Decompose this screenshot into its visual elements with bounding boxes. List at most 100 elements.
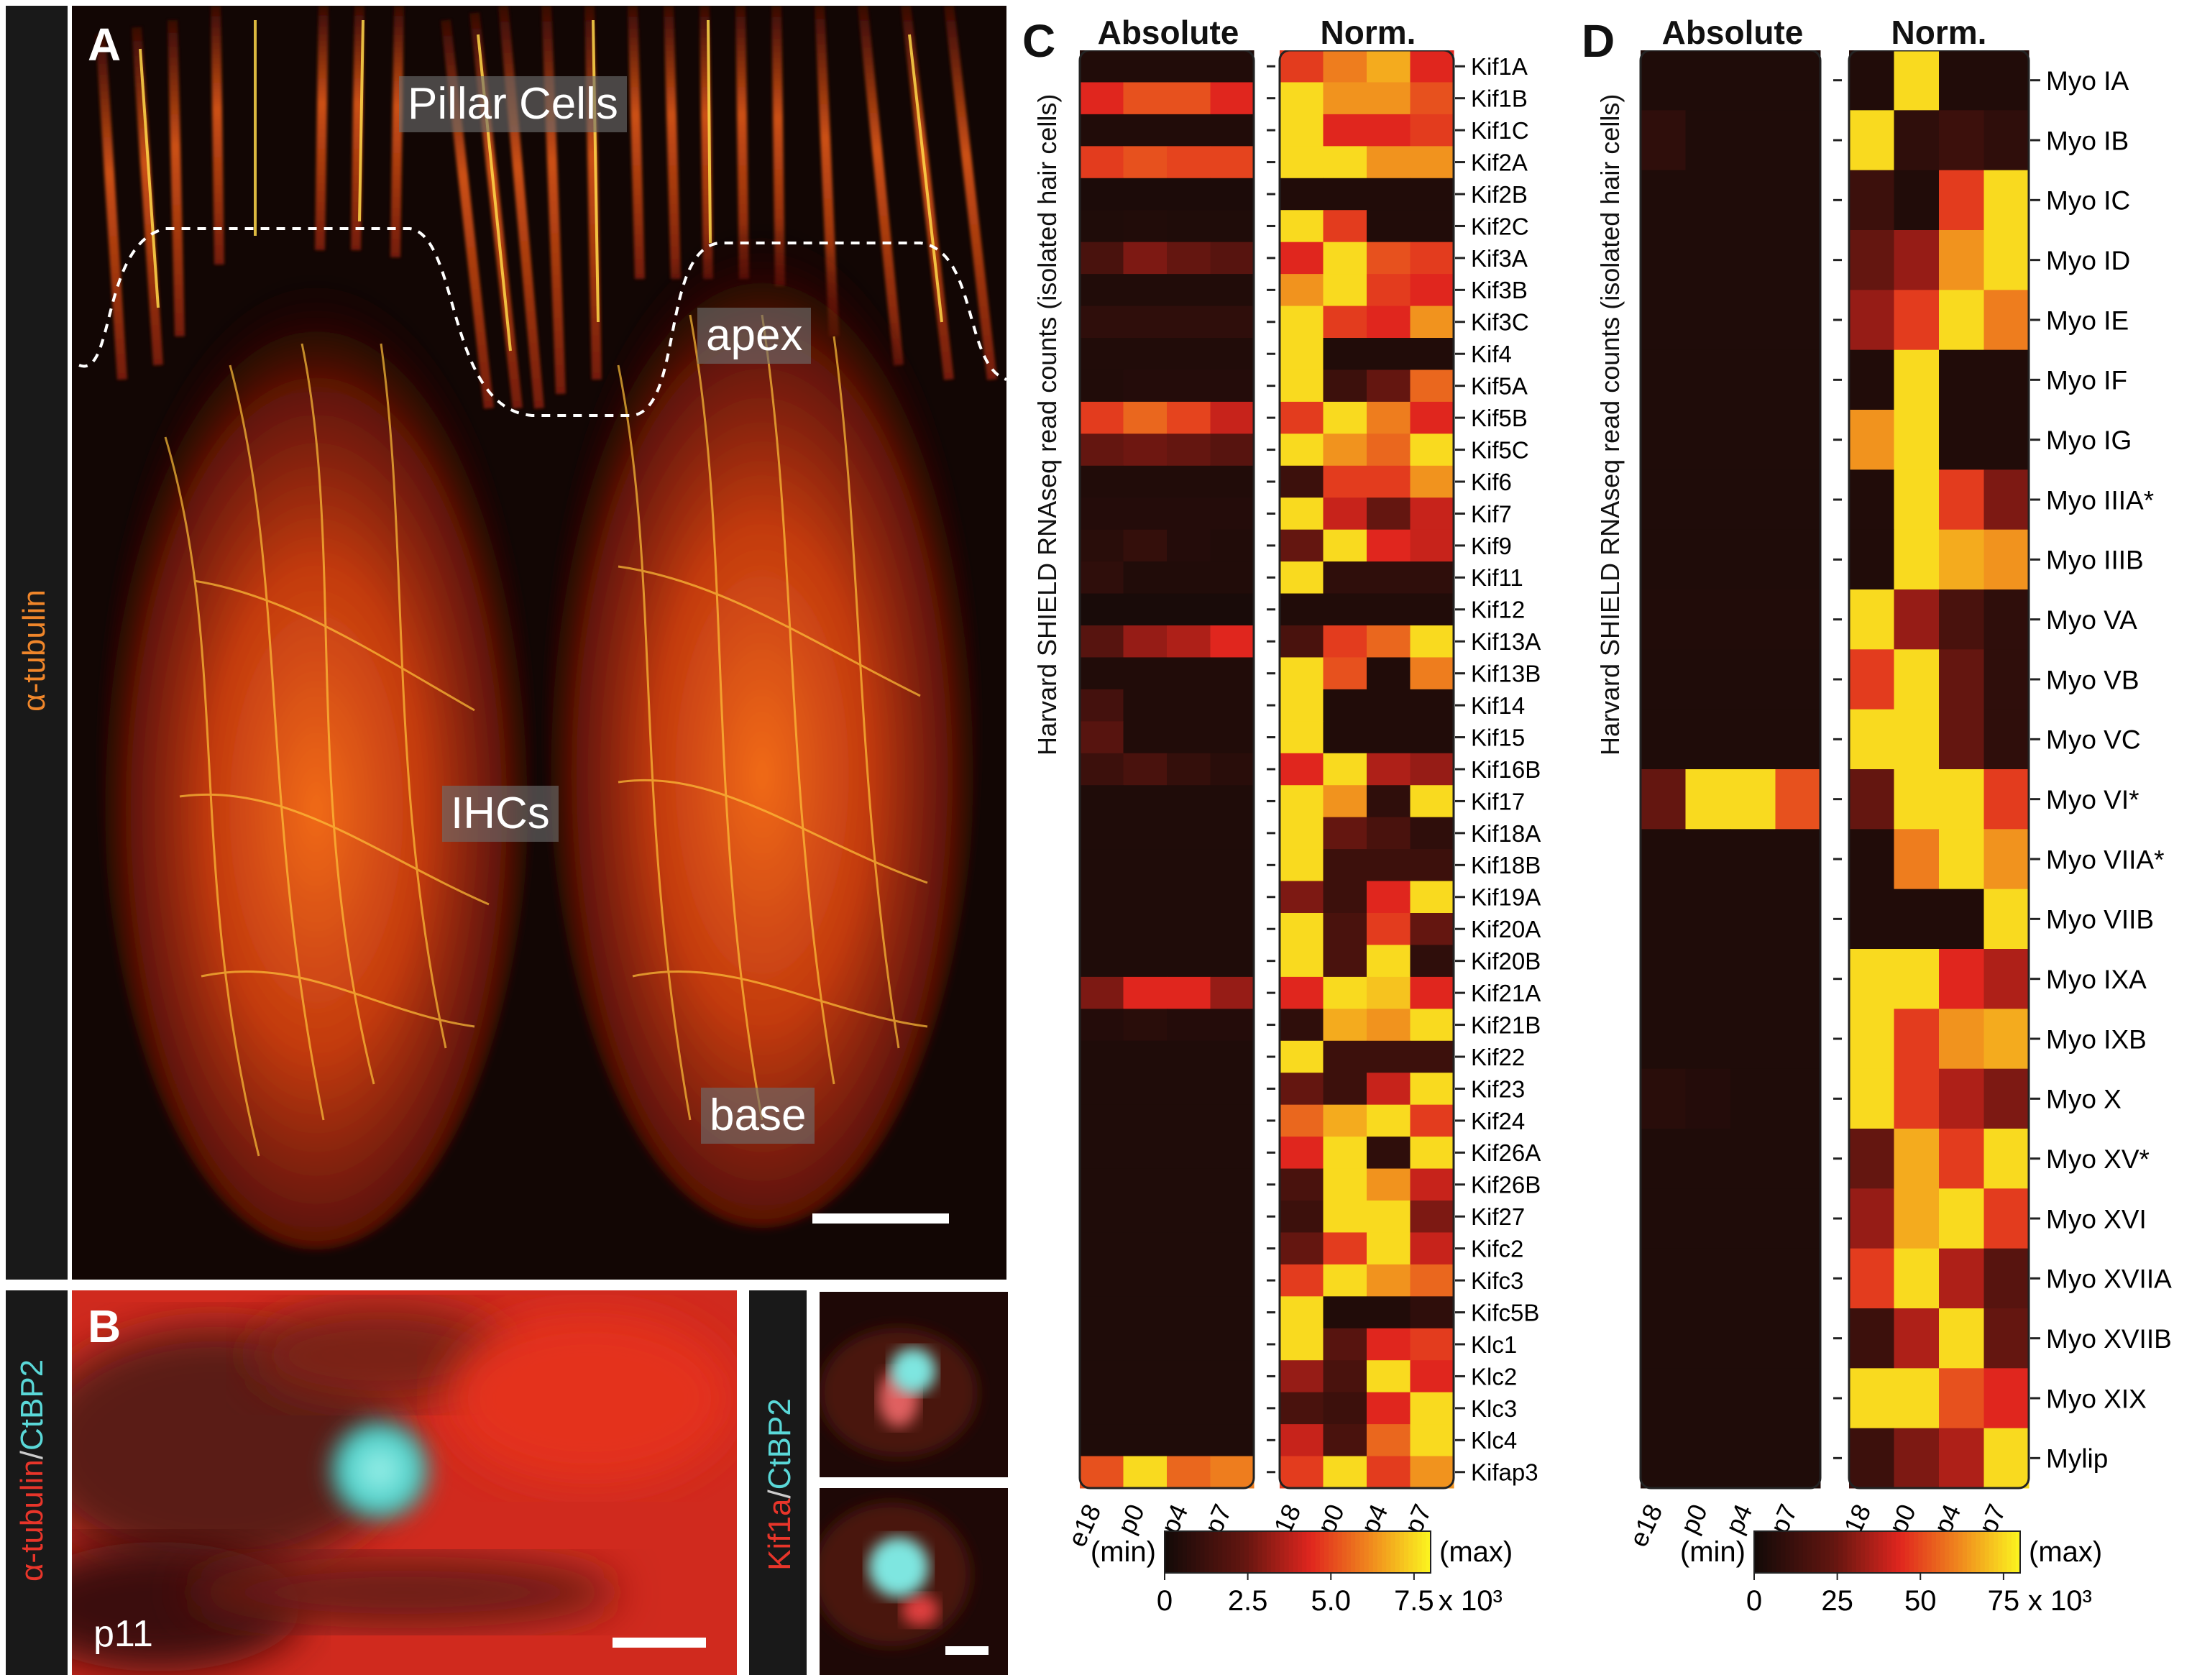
c-abs-cell	[1080, 689, 1124, 722]
d-norm-cell	[1983, 170, 2029, 231]
d-row-label: Myo X	[2046, 1085, 2122, 1114]
d-abs-cell	[1775, 1129, 1821, 1189]
d-abs-cell	[1730, 230, 1776, 290]
c-abs-cell	[1123, 338, 1168, 370]
c-colorbar-segment	[1372, 1531, 1378, 1573]
c-norm-cell	[1280, 114, 1324, 147]
c-norm-cell	[1323, 1040, 1367, 1073]
d-abs-cell	[1641, 1129, 1686, 1189]
d-colorbar-min: (min)	[1680, 1536, 1746, 1568]
d-abs-block	[1641, 50, 1821, 1489]
apex-outline	[78, 227, 1006, 417]
c-norm-cell	[1410, 50, 1454, 83]
c-norm-cell	[1323, 625, 1367, 658]
d-abs-cell	[1775, 230, 1821, 290]
c-colorbar-segment	[1390, 1531, 1396, 1573]
c-abs-cell	[1080, 114, 1124, 147]
d-norm-cell	[1983, 1308, 2029, 1369]
d-abs-cell	[1730, 649, 1776, 710]
c-row-label: Kif2A	[1471, 149, 1528, 175]
d-abs-cell	[1775, 1308, 1821, 1369]
c-row-label: Kif3C	[1471, 309, 1529, 336]
c-abs-cell	[1123, 1424, 1168, 1457]
c-colorbar-tick-label: 2.5	[1228, 1585, 1268, 1617]
c-abs-cell	[1210, 114, 1255, 147]
d-norm-cell	[1894, 1368, 1940, 1429]
d-abs-cell	[1775, 889, 1821, 950]
c-colorbar-segment	[1395, 1531, 1400, 1573]
c-colorbar-segment	[1311, 1531, 1316, 1573]
d-colorbar-segment	[1856, 1531, 1861, 1573]
d-colorbar-segment	[1802, 1531, 1808, 1573]
c-norm-cell	[1323, 689, 1367, 722]
d-abs-cell	[1641, 1188, 1686, 1249]
panel-letter-d: D	[1582, 15, 1615, 67]
d-norm-cell	[1894, 170, 1940, 231]
c-abs-cell	[1080, 945, 1124, 978]
d-abs-cell	[1641, 949, 1686, 1009]
c-norm-cell	[1280, 1137, 1324, 1170]
c-colorbar-segment	[1341, 1531, 1347, 1573]
d-norm-cell	[1983, 1368, 2029, 1429]
c-norm-cell	[1367, 1456, 1411, 1489]
d-colorbar-segment	[1776, 1531, 1781, 1573]
c-norm-cell	[1323, 1296, 1367, 1329]
c-abs-cell	[1080, 721, 1124, 754]
d-norm-cell	[1939, 1368, 1984, 1429]
d-norm-cell	[1939, 50, 1984, 111]
c-abs-cell	[1167, 242, 1211, 275]
d-norm-cell	[1983, 529, 2029, 590]
c-abs-cell	[1080, 1137, 1124, 1170]
c-norm-cell	[1410, 945, 1454, 978]
c-colorbar-segment	[1226, 1531, 1232, 1573]
d-colorbar-segment	[1962, 1531, 1968, 1573]
c-norm-cell	[1323, 433, 1367, 467]
panel-letter-b: B	[88, 1300, 121, 1352]
d-norm-cell	[1939, 1009, 1984, 1070]
c-norm-cell	[1410, 1168, 1454, 1201]
d-norm-cell	[1939, 110, 1984, 171]
d-abs-cell	[1685, 529, 1731, 590]
d-abs-cell	[1641, 410, 1686, 470]
c-row-label: Kif24	[1471, 1108, 1525, 1134]
c-abs-cell	[1167, 817, 1211, 850]
c-abs-cell	[1210, 1232, 1255, 1265]
scale-bar-a	[812, 1213, 949, 1224]
d-title-norm: Norm.	[1891, 14, 1987, 51]
d-abs-cell	[1730, 1368, 1776, 1429]
d-abs-cell	[1730, 110, 1776, 171]
panel-a-sidebar	[6, 6, 68, 1280]
d-abs-cell	[1685, 410, 1731, 470]
d-abs-cell	[1730, 410, 1776, 470]
c-norm-cell	[1367, 1009, 1411, 1042]
c-row-label: Kif14	[1471, 692, 1525, 719]
d-abs-cell	[1730, 1129, 1776, 1189]
d-colorbar-segment	[1900, 1531, 1906, 1573]
d-abs-cell	[1641, 769, 1686, 830]
c-norm-cell	[1367, 1232, 1411, 1265]
c-abs-cell	[1167, 785, 1211, 818]
d-abs-cell	[1685, 1129, 1731, 1189]
c-norm-cell	[1367, 1360, 1411, 1393]
c-abs-cell	[1123, 146, 1168, 179]
c-abs-cell	[1210, 1137, 1255, 1170]
d-norm-cell	[1849, 469, 1894, 531]
c-norm-cell	[1367, 1296, 1411, 1329]
d-abs-cell	[1775, 829, 1821, 890]
d-norm-cell	[1849, 410, 1894, 470]
c-abs-cell	[1123, 82, 1168, 115]
c-abs-cell	[1167, 529, 1211, 562]
c-colorbar-segment	[1337, 1531, 1343, 1573]
c-norm-cell	[1367, 369, 1411, 403]
c-row-label: Kif12	[1471, 597, 1525, 623]
c-abs-cell	[1210, 1040, 1255, 1073]
d-abs-cell	[1730, 170, 1776, 231]
d-norm-cell	[1983, 769, 2029, 830]
c-abs-cell	[1167, 1360, 1211, 1393]
c-abs-cell	[1167, 849, 1211, 882]
c-colorbar-tick-label: 5.0	[1311, 1585, 1351, 1617]
c-norm-cell	[1367, 146, 1411, 179]
d-norm-cell	[1939, 410, 1984, 470]
c-row-label: Kif27	[1471, 1203, 1525, 1230]
d-norm-cell	[1983, 649, 2029, 710]
